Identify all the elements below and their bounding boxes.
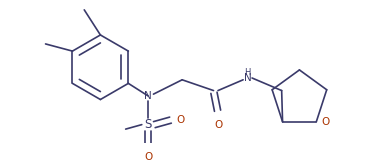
Text: O: O [144,152,152,160]
Text: N: N [144,91,152,101]
Text: O: O [214,120,222,130]
Text: S: S [144,118,152,131]
Text: O: O [321,117,330,127]
Text: O: O [176,115,184,125]
Text: H: H [244,68,251,77]
Text: N: N [244,73,251,83]
